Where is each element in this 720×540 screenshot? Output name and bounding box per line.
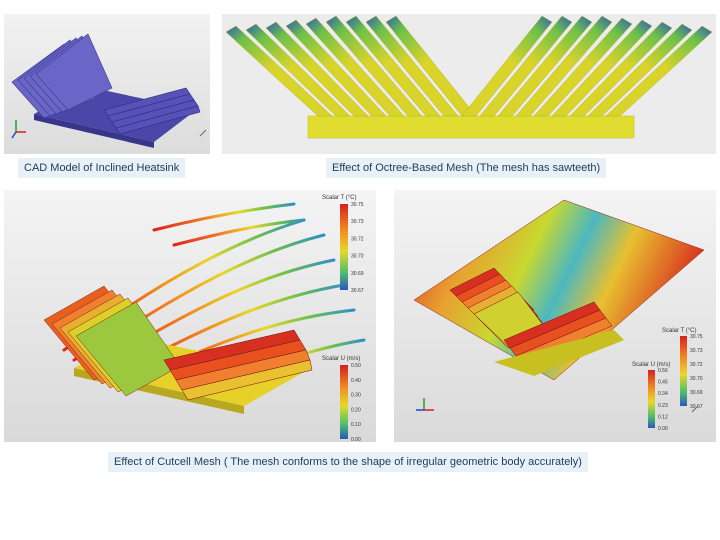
left-vel-colorbar [340,365,348,439]
rv-ticks-tick-label: 0.12 [658,414,668,420]
right-vel-colorbar [648,370,655,428]
cad-model-panel [4,14,210,154]
rt-ticks-tick-label: 30.75 [690,334,703,340]
caption-octree-mesh: Effect of Octree-Based Mesh (The mesh ha… [326,158,607,178]
rt-ticks-tick-label: 30.69 [690,390,703,396]
right-vel-bar-title: Scalar U (m/s) [632,362,670,368]
axis-triad-icon [416,398,434,411]
caption-cutcell-mesh: Effect of Cutcell Mesh ( The mesh confor… [108,452,588,472]
lt-ticks-tick-label: 30.75 [351,202,364,208]
lv-ticks-tick-label: 0.50 [351,363,361,369]
lv-ticks-tick-label: 0.10 [351,422,361,428]
axis-triad-icon [11,120,26,139]
rv-ticks-tick-label: 0.56 [658,368,668,374]
cad-model-image [11,33,207,148]
lv-ticks-tick-label: 0.00 [351,437,361,442]
octree-mesh-image [225,15,713,139]
lv-ticks-tick-label: 0.20 [351,407,361,413]
rv-ticks-tick-label: 0.45 [658,380,668,386]
caption-cad-model: CAD Model of Inclined Heatsink [18,158,186,178]
cutcell-streamline-panel: Scalar T (°C) 30.75 30.73 30.72 30.70 30.69 3… [4,190,376,442]
rv-ticks-tick-label: 0.00 [658,426,668,432]
lv-ticks-tick-label: 0.30 [351,393,361,399]
rt-ticks-tick-label: 30.72 [690,362,703,368]
cutcell-streamline-image: Scalar T (°C) 30.75 30.73 30.72 30.70 30.69 3… [43,195,366,442]
left-vel-bar-title: Scalar U (m/s) [322,356,360,362]
rv-ticks-tick-label: 0.34 [658,391,668,397]
lt-ticks-tick-label: 30.73 [351,219,364,225]
lv-ticks-tick-label: 0.40 [351,378,361,384]
right-temp-colorbar [680,336,687,406]
lt-ticks-tick-label: 30.67 [351,288,364,294]
octree-mesh-panel [222,14,716,154]
rv-ticks-tick-label: 0.23 [658,403,668,409]
cutcell-surface-image: Scalar T (°C) 30.7530.7330.7230.7030.693… [413,199,705,432]
rt-ticks-tick-label: 30.73 [690,348,703,354]
left-temp-colorbar [340,204,348,290]
right-temp-bar-title: Scalar T (°C) [662,328,697,334]
left-temp-bar-title: Scalar T (°C) [322,195,357,201]
lt-ticks-tick-label: 30.70 [351,254,364,260]
rt-ticks-tick-label: 30.70 [690,376,703,382]
lt-ticks-tick-label: 30.72 [351,236,364,242]
cutcell-surface-panel: Scalar T (°C) 30.75 30.73 30.72 30.70 30.69 3… [394,190,716,442]
lt-ticks-tick-label: 30.69 [351,271,364,277]
